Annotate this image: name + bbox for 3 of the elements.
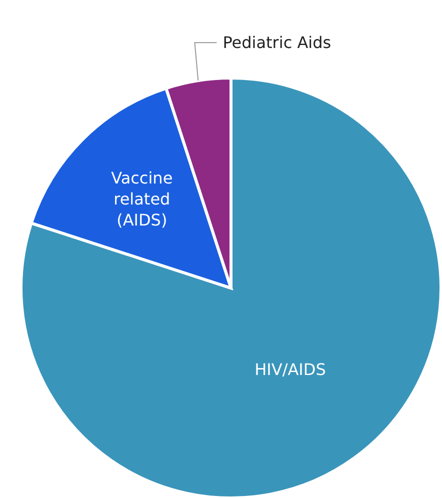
slice-label: Pediatric Aids <box>222 33 332 52</box>
slice-label: Vaccine related (AIDS) <box>111 168 173 230</box>
slice-label: HIV/AIDS <box>254 360 326 380</box>
